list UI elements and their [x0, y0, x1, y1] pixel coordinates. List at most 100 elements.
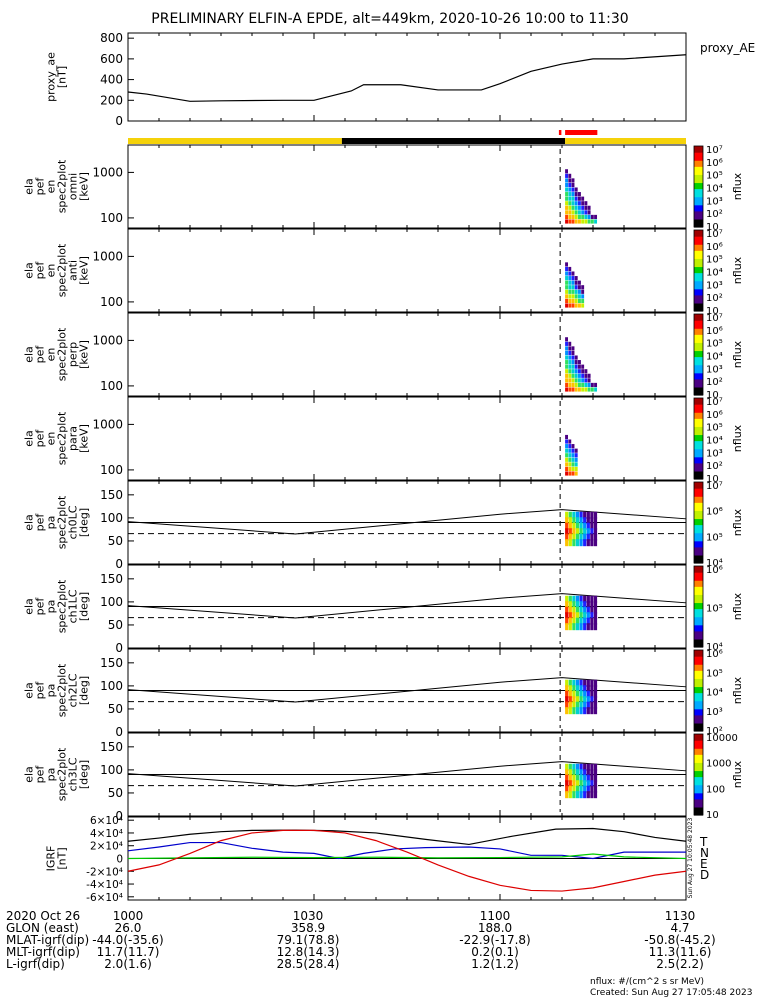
science-zone-mark — [565, 130, 598, 135]
spectrogram-cell — [565, 346, 569, 351]
colorbar-segment — [694, 262, 703, 266]
x-row-value: 188.0 — [477, 921, 513, 935]
pa-spectrogram-cell — [590, 785, 594, 793]
colorbar-tick-label: 10³ — [706, 196, 723, 207]
colorbar-segment — [694, 686, 703, 690]
series-line — [127, 853, 687, 860]
spectrogram-cell — [574, 378, 578, 383]
pa-spectrogram-cell — [590, 522, 594, 530]
x-row-label: 2020 Oct 26 — [6, 909, 81, 923]
pa-spectrogram-cell — [565, 685, 569, 693]
colorbar-segment — [694, 156, 703, 159]
colorbar-segment — [694, 682, 703, 686]
colorbar-segment — [694, 170, 703, 173]
colorbar-segment — [694, 524, 703, 528]
spectrogram-cell — [590, 387, 594, 392]
colorbar-segment — [694, 326, 703, 329]
legend-entry: D — [700, 868, 709, 882]
pa-spectrogram-cell — [579, 769, 583, 777]
colorbar-segment — [694, 544, 703, 548]
pa-spectrogram-cell — [593, 701, 598, 709]
colorbar-tick-label: 10³ — [706, 280, 723, 291]
ylabel-line: IGRF — [45, 846, 58, 872]
right-label: proxy_AE — [700, 41, 755, 55]
colorbar-segment — [694, 482, 703, 485]
colorbar-segment — [694, 606, 703, 610]
spectrogram-cell — [574, 360, 578, 365]
colorbar-segment — [694, 416, 703, 419]
colorbar-segment — [694, 182, 703, 186]
colorbar-segment — [694, 694, 703, 698]
colorbar-segment — [694, 738, 703, 741]
spectrogram-cell — [565, 285, 569, 290]
spectrogram-cell — [581, 289, 585, 294]
spectrogram-cell — [581, 205, 585, 210]
pa-spectrogram-cell — [590, 780, 594, 788]
spectrogram-cell — [587, 373, 591, 378]
ylabel-line: ela — [23, 598, 36, 615]
pa-spectrogram-cell — [568, 791, 572, 799]
legend-entry: N — [700, 846, 709, 860]
x-row-value: -44.0(-35.6) — [92, 933, 164, 947]
colorbar-segment — [694, 200, 703, 204]
spectrogram-cell — [571, 444, 575, 449]
y-tick-label: 600 — [100, 52, 123, 66]
colorbar-segment — [694, 532, 703, 536]
pa-spectrogram-cell — [590, 511, 594, 519]
spectrogram-cell — [574, 201, 578, 206]
spectrogram-cell — [574, 466, 578, 472]
pa-spectrogram-cell — [572, 707, 576, 715]
pa-spectrogram-cell — [579, 522, 583, 530]
spectrogram-cell — [568, 378, 572, 383]
colorbar-segment — [694, 174, 703, 177]
pa-spectrogram-cell — [575, 780, 580, 788]
pa-spectrogram-cell — [579, 595, 583, 603]
pa-spectrogram-cell — [586, 685, 590, 693]
colorbar-segment — [694, 530, 703, 534]
colorbar-segment — [694, 516, 703, 520]
panel-ch2LC: elapefpaspec2plotch2LC[deg]05010015010²1… — [23, 648, 744, 739]
pa-spectrogram-cell — [572, 763, 576, 771]
pa-spectrogram-cell — [579, 528, 583, 536]
colorbar-segment — [694, 776, 703, 780]
y-tick-label: 50 — [108, 702, 123, 716]
colorbar-segment — [694, 234, 703, 237]
pa-spectrogram-cell — [575, 533, 580, 541]
colorbar-segment — [694, 486, 703, 489]
spectrogram-cell — [574, 369, 578, 374]
colorbar-segment — [694, 596, 703, 599]
colorbar-segment — [694, 522, 703, 526]
pa-spectrogram-cell — [572, 606, 576, 614]
colorbar: 10⁴ 10⁵ 10⁶ nflux — [693, 565, 744, 653]
spectrogram-cell — [594, 382, 598, 388]
colorbar-segment — [694, 780, 703, 784]
pa-spectrogram-cell — [593, 780, 598, 788]
x-row-value: 1000 — [112, 909, 144, 923]
pa-spectrogram-cell — [565, 617, 569, 625]
pa-spectrogram-cell — [590, 696, 594, 704]
colorbar-segment — [694, 488, 703, 491]
colorbar-segment — [694, 192, 703, 196]
colorbar-segment — [694, 506, 703, 509]
spectrogram-cell — [577, 280, 581, 285]
colorbar-tick-label: 10² — [706, 377, 723, 388]
colorbar-segment — [694, 798, 703, 802]
colorbar-segment — [694, 624, 703, 628]
ylabel-line: pa — [45, 600, 58, 614]
pa-spectrogram-cell — [590, 701, 594, 709]
ylabel-line: pef — [34, 261, 47, 280]
pa-spectrogram-cell — [572, 690, 576, 698]
pa-spectrogram-cell — [590, 533, 594, 541]
status-segment — [128, 138, 342, 144]
ylabel-line: ch2LC — [67, 673, 80, 707]
pa-spectrogram-cell — [586, 785, 590, 793]
colorbar-segment — [694, 696, 703, 700]
colorbar-segment — [694, 436, 703, 440]
colorbar-segment — [694, 666, 703, 669]
colorbar-segment — [694, 438, 703, 442]
colorbar-segment — [694, 376, 703, 380]
spectrogram-cell — [577, 373, 581, 378]
ylabel-line: spec2plot — [56, 747, 69, 801]
colorbar-segment — [694, 526, 703, 530]
spectrogram-cell — [565, 444, 569, 449]
